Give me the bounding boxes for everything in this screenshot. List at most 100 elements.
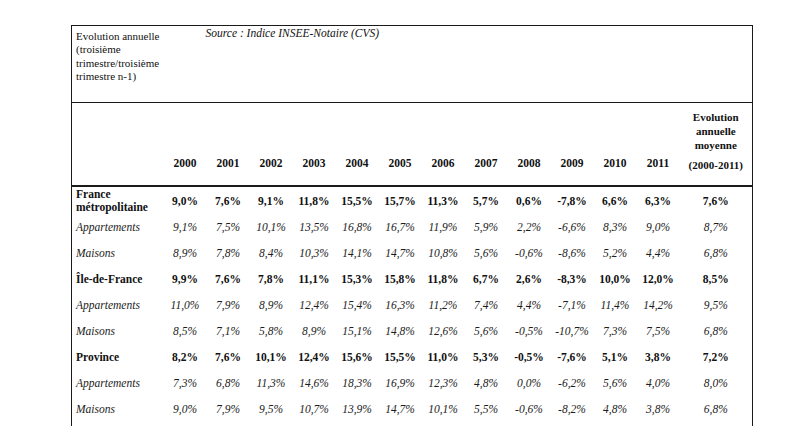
value-cell: -6,6%	[551, 214, 594, 240]
value-cell: 11,9%	[422, 214, 465, 240]
year-header: 2009	[551, 103, 594, 187]
value-cell: 7,6%	[207, 344, 250, 370]
year-header: 2001	[207, 103, 250, 187]
value-cell: 15,5%	[336, 186, 379, 214]
value-cell: 10,1%	[422, 396, 465, 422]
value-cell: 12,0%	[637, 266, 680, 292]
value-cell: 11,3%	[422, 186, 465, 214]
value-cell: 10,1%	[250, 214, 293, 240]
avg-value-cell: 6,8%	[680, 396, 753, 422]
value-cell: 7,8%	[250, 266, 293, 292]
avg-value-cell: 10,5%	[680, 422, 753, 426]
value-cell: 14,8%	[379, 318, 422, 344]
value-cell: 11,8%	[422, 266, 465, 292]
value-cell: -0,5%	[508, 318, 551, 344]
value-cell: 8,9%	[250, 292, 293, 318]
value-cell: -0,5%	[508, 344, 551, 370]
value-cell: -7,1%	[551, 292, 594, 318]
value-cell: 11,8%	[293, 186, 336, 214]
value-cell: -6,2%	[551, 370, 594, 396]
year-header: 2000	[164, 103, 207, 187]
value-cell: 5,6%	[465, 318, 508, 344]
value-cell: 9,1%	[250, 186, 293, 214]
value-cell: 5,2%	[594, 240, 637, 266]
value-cell: 16,8%	[336, 214, 379, 240]
value-cell: 13,6%	[164, 422, 207, 426]
value-cell: 4,4%	[637, 240, 680, 266]
value-cell: 12,3%	[293, 422, 336, 426]
value-cell: 14,6%	[293, 370, 336, 396]
value-cell: 16,3%	[379, 292, 422, 318]
value-cell: -0,6%	[508, 240, 551, 266]
value-cell: 5,9%	[465, 214, 508, 240]
source-note: Source : Indice INSEE-Notaire (CVS)	[164, 26, 753, 103]
table-row: Province8,2%7,6%10,1%12,4%15,6%15,5%11,0…	[72, 344, 753, 370]
year-header: 2008	[508, 103, 551, 187]
value-cell: 10,7%	[293, 396, 336, 422]
row-label: Maisons	[72, 318, 164, 344]
value-cell: 8,9%	[164, 240, 207, 266]
value-cell: 11,2%	[422, 292, 465, 318]
avg-header-range: (2000-2011)	[681, 159, 752, 173]
value-cell: 13,4%	[336, 422, 379, 426]
row-label: Île-de-France	[72, 266, 164, 292]
value-cell: 12,4%	[293, 344, 336, 370]
value-cell: 14,1%	[336, 240, 379, 266]
value-cell: 15,3%	[379, 422, 422, 426]
year-header: 2006	[422, 103, 465, 187]
avg-value-cell: 8,0%	[680, 370, 753, 396]
avg-header-title: Evolution annuelle moyenne	[681, 111, 752, 152]
value-cell: 7,3%	[164, 370, 207, 396]
avg-value-cell: 8,7%	[680, 214, 753, 240]
value-cell: 7,4%	[465, 292, 508, 318]
avg-value-cell: 7,6%	[680, 186, 753, 214]
value-cell: 7,5%	[207, 214, 250, 240]
value-cell: 9,0%	[164, 396, 207, 422]
table-body: France métropolitaine9,0%7,6%9,1%11,8%15…	[72, 186, 753, 426]
year-header: 2010	[594, 103, 637, 187]
value-cell: 10,1%	[422, 422, 465, 426]
table-row: Paris13,6%9,3%9,1%12,3%13,4%15,3%10,1%9,…	[72, 422, 753, 426]
value-cell: 18,3%	[336, 370, 379, 396]
value-cell: 15,7%	[379, 186, 422, 214]
value-cell: 14,7%	[379, 396, 422, 422]
value-cell: 8,9%	[293, 318, 336, 344]
table-row: Maisons8,9%7,8%8,4%10,3%14,1%14,7%10,8%5…	[72, 240, 753, 266]
value-cell: 3,8%	[637, 344, 680, 370]
value-cell: 10,1%	[250, 344, 293, 370]
avg-value-cell: 8,5%	[680, 266, 753, 292]
value-cell: 8,3%	[594, 214, 637, 240]
year-header-row: 2000200120022003200420052006200720082009…	[72, 103, 753, 187]
value-cell: -8,6%	[551, 240, 594, 266]
row-label: Province	[72, 344, 164, 370]
value-cell: -6,9%	[551, 422, 594, 426]
table-row: Île-de-France9,9%7,6%7,8%11,1%15,3%15,8%…	[72, 266, 753, 292]
row-label: Paris	[72, 422, 164, 426]
value-cell: -7,8%	[551, 186, 594, 214]
value-cell: 12,3%	[422, 370, 465, 396]
empty-corner-cell	[72, 103, 164, 187]
value-cell: 2,6%	[508, 266, 551, 292]
table-title-row: Evolution annuelle (troisième trimestre/…	[72, 26, 753, 103]
value-cell: 10,0%	[594, 266, 637, 292]
value-cell: 7,6%	[207, 186, 250, 214]
value-cell: 13,5%	[293, 214, 336, 240]
value-cell: 7,5%	[637, 318, 680, 344]
value-cell: 5,6%	[465, 240, 508, 266]
value-cell: 7,4%	[508, 422, 551, 426]
value-cell: 0,0%	[508, 370, 551, 396]
value-cell: 9,5%	[250, 396, 293, 422]
table-row: France métropolitaine9,0%7,6%9,1%11,8%15…	[72, 186, 753, 214]
value-cell: -8,2%	[551, 396, 594, 422]
row-label: Maisons	[72, 240, 164, 266]
value-cell: 7,6%	[207, 266, 250, 292]
value-cell: 9,3%	[207, 422, 250, 426]
avg-column-header: Evolution annuelle moyenne (2000-2011)	[680, 103, 753, 187]
value-cell: 6,8%	[207, 370, 250, 396]
value-cell: 8,4%	[250, 240, 293, 266]
table-corner-label: Evolution annuelle (troisième trimestre/…	[72, 26, 164, 103]
value-cell: 12,6%	[422, 318, 465, 344]
year-header: 2011	[637, 103, 680, 187]
row-label: France métropolitaine	[72, 186, 164, 214]
value-cell: 7,9%	[207, 396, 250, 422]
